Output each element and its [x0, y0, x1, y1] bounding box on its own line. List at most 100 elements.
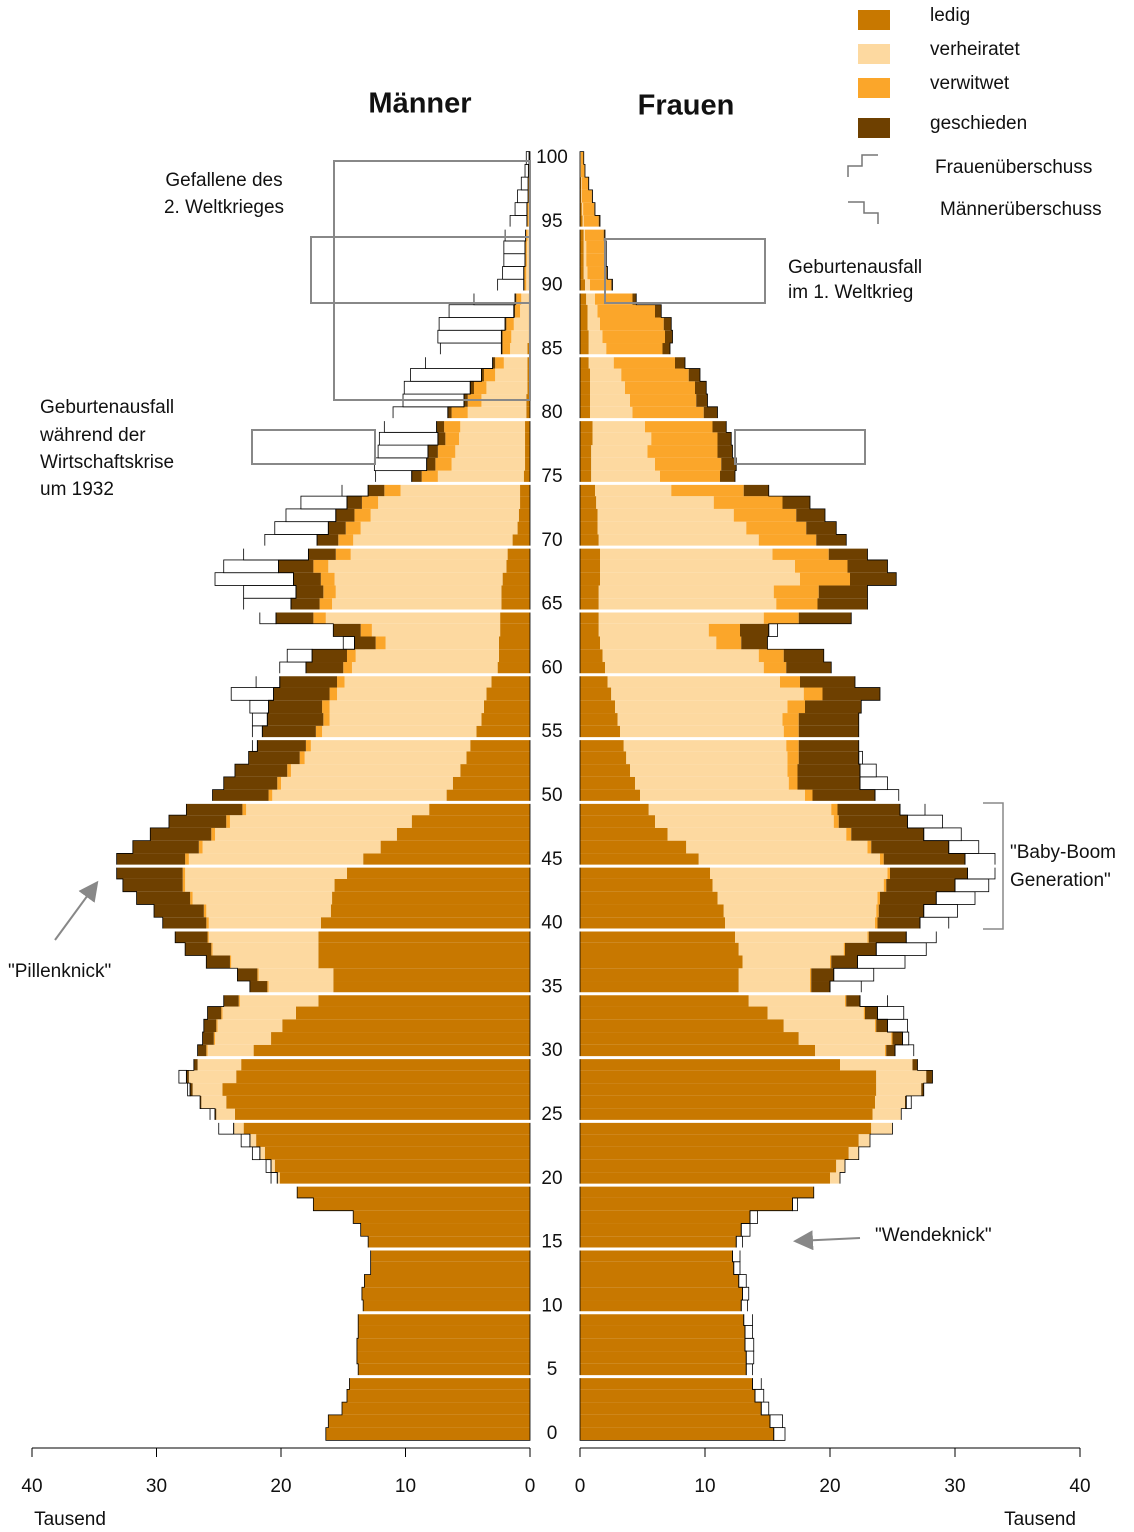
- bar-segment: [805, 789, 813, 803]
- bar-segment: [798, 713, 859, 726]
- bar-segment: [116, 866, 183, 879]
- bar-segment: [600, 572, 800, 586]
- bar-segment: [883, 878, 887, 892]
- arrow: [54, 880, 99, 941]
- bar-segment: [580, 1057, 840, 1071]
- bar-segment: [523, 470, 530, 484]
- bar-segment: [483, 700, 530, 714]
- bar-segment: [580, 827, 668, 841]
- bar-segment: [580, 815, 655, 828]
- bar-segment: [445, 432, 460, 446]
- surplus-outline: [403, 380, 471, 395]
- surplus-outline: [503, 253, 526, 267]
- bar-segment: [231, 955, 319, 969]
- bar-segment: [635, 776, 789, 790]
- bar-segment: [185, 878, 335, 892]
- bar-segment: [467, 406, 527, 420]
- bar-segment: [470, 381, 474, 395]
- bar-segment: [335, 547, 351, 560]
- bar-segment: [313, 559, 329, 573]
- bar-segment: [370, 1248, 530, 1262]
- bar-segment: [505, 317, 507, 331]
- legend-swatch: [858, 10, 890, 30]
- surplus-outline: [732, 1248, 741, 1263]
- bar-segment: [580, 534, 599, 548]
- bar-segment: [580, 343, 589, 356]
- bar-segment: [319, 598, 333, 611]
- bar-segment: [580, 1389, 755, 1403]
- bracket: [983, 802, 1004, 930]
- y-tick-label: 0: [547, 1423, 558, 1444]
- bar-segment: [850, 572, 897, 586]
- bar-segment: [510, 343, 528, 356]
- bar-segment: [190, 891, 193, 905]
- surplus-outline: [251, 725, 263, 739]
- bar-segment: [215, 1032, 272, 1045]
- surplus-outline: [517, 189, 529, 204]
- bar-segment: [590, 368, 622, 382]
- bar-segment: [630, 394, 697, 407]
- bar-segment: [586, 240, 605, 254]
- bar-segment: [831, 955, 858, 969]
- bar-segment: [655, 457, 722, 471]
- bar-segment: [583, 215, 599, 229]
- bar-segment: [586, 291, 595, 305]
- bar-segment: [332, 891, 530, 905]
- surplus-outline: [209, 1108, 216, 1122]
- bar-segment: [370, 1261, 530, 1275]
- bar-segment: [773, 585, 819, 599]
- y-tick-label: 15: [541, 1232, 562, 1253]
- surplus-outline: [214, 572, 294, 586]
- bar-segment: [481, 368, 484, 382]
- bar-segment: [344, 674, 492, 688]
- surplus-outline: [249, 699, 269, 714]
- surplus-outline: [514, 202, 528, 216]
- bar-segment: [262, 725, 316, 739]
- bar-segment: [596, 496, 714, 509]
- surplus-outline: [744, 1337, 755, 1352]
- y-tick-label: 30: [541, 1040, 562, 1061]
- bar-segment: [875, 1095, 905, 1109]
- annotation: um 1932: [40, 479, 114, 500]
- bar-segment: [363, 853, 530, 867]
- bar-segment: [797, 776, 860, 790]
- bar-segment: [580, 432, 593, 446]
- bar-segment: [304, 751, 467, 765]
- surplus-outline: [740, 1299, 748, 1314]
- annotation: "Wendeknick": [875, 1225, 992, 1246]
- surplus-outline: [919, 916, 950, 931]
- bar-segment: [515, 304, 521, 318]
- bar-segment: [222, 1083, 531, 1096]
- bar-segment: [358, 1312, 530, 1326]
- bar-segment: [580, 1287, 743, 1301]
- bar-segment: [580, 993, 749, 1007]
- bar-segment: [523, 266, 527, 280]
- y-tick-label: 25: [541, 1104, 562, 1125]
- bar-segment: [460, 764, 530, 777]
- surplus-outline: [833, 967, 875, 982]
- bar-segment: [337, 674, 345, 688]
- bar-segment: [580, 419, 593, 433]
- bar-segment: [223, 776, 278, 790]
- bar-segment: [580, 955, 743, 969]
- bar-segment: [216, 1108, 235, 1122]
- y-tick-label: 5: [547, 1359, 558, 1380]
- surplus-outline: [410, 368, 482, 382]
- bar-segment: [350, 547, 508, 560]
- bar-segment: [502, 343, 511, 356]
- bar-segment: [329, 687, 338, 701]
- bar-segment: [323, 713, 330, 726]
- bar-segment: [833, 815, 839, 828]
- bar-segment: [580, 304, 588, 318]
- bar-segment: [212, 789, 269, 803]
- bar-segment: [581, 189, 592, 203]
- bar-segment: [201, 1095, 227, 1109]
- bar-segment: [437, 470, 524, 484]
- bars: [90, 151, 1040, 1441]
- bar-segment: [518, 508, 530, 522]
- surplus-outline: [264, 534, 318, 548]
- bar-segment: [318, 993, 530, 1007]
- bar-segment: [500, 623, 530, 637]
- bar-segment: [354, 508, 371, 522]
- bar-segment: [580, 547, 600, 560]
